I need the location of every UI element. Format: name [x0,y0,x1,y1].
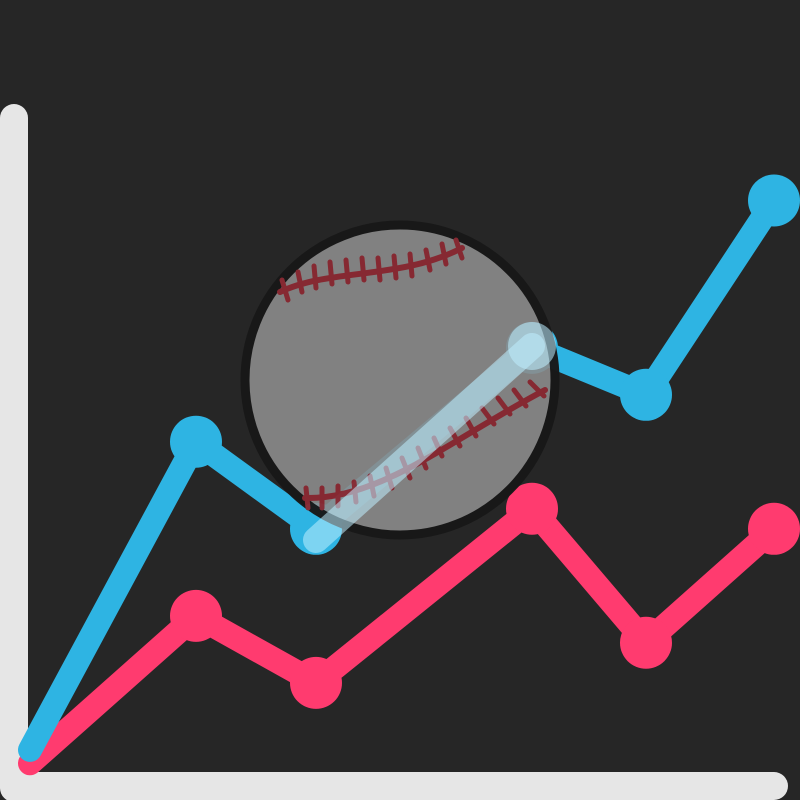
blue-highlight [303,322,556,553]
series-point [620,368,672,421]
ball-stitches-top [279,237,465,303]
series-point [290,656,342,709]
series-pink [18,482,800,776]
series-point [620,616,672,669]
baseball-icon [240,220,560,540]
series-point [170,589,222,642]
ball-body [240,220,560,540]
series-point [748,502,800,555]
series-line [18,496,786,776]
series-point [170,415,222,468]
series-point [748,174,800,227]
axes [0,104,788,800]
series-point [506,482,558,535]
